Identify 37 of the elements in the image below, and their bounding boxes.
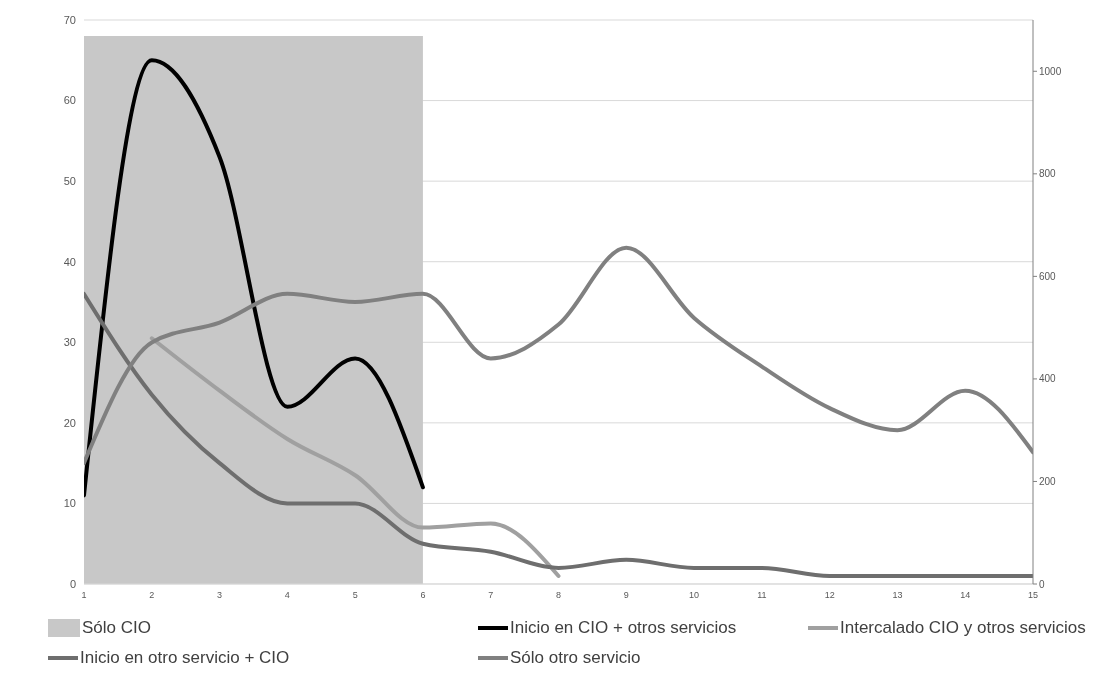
y2-tick-label: 1000 [1039, 65, 1062, 77]
y-tick-label: 10 [63, 497, 76, 510]
legend-label: Sólo CIO [82, 618, 151, 638]
y2-tick-label: 600 [1039, 270, 1057, 282]
x-tick-label: 15 [1027, 590, 1039, 601]
x-tick-label: 10 [689, 590, 700, 601]
x-tick-label: 13 [892, 590, 903, 601]
x-tick-label: 14 [960, 590, 971, 601]
y-tick-label: 0 [69, 577, 76, 590]
y-tick-label: 40 [63, 255, 76, 268]
x-tick-label: 7 [488, 590, 494, 601]
legend-label: Intercalado CIO y otros servicios [840, 618, 1086, 638]
x-tick-label: 12 [824, 590, 835, 601]
line-series [84, 58, 425, 498]
y-tick-label: 20 [63, 416, 76, 429]
line-series [149, 336, 561, 578]
legend-label: Sólo otro servicio [510, 648, 641, 668]
x-tick-label: 6 [420, 590, 426, 601]
legend-label: Inicio en otro servicio + CIO [80, 648, 290, 668]
x-tick-label: 5 [352, 590, 358, 601]
y2-tick-label: 800 [1039, 168, 1057, 180]
line-series [84, 291, 1033, 578]
y2-tick-label: 0 [1039, 578, 1045, 590]
y2-tick-label: 200 [1039, 476, 1057, 487]
x-tick-label: 3 [217, 590, 223, 601]
x-tick-label: 9 [623, 590, 629, 601]
x-tick-label: 1 [81, 590, 87, 601]
y-tick-label: 30 [63, 336, 76, 349]
y-tick-label: 70 [63, 13, 76, 26]
legend-label: Inicio en CIO + otros servicios [510, 618, 737, 638]
y-tick-label: 60 [63, 94, 76, 107]
x-tick-label: 4 [284, 590, 290, 601]
x-tick-label: 8 [555, 590, 562, 601]
y-tick-label: 50 [63, 175, 76, 188]
x-tick-label: 2 [149, 590, 155, 601]
y2-tick-label: 400 [1039, 373, 1057, 385]
x-tick-label: 11 [757, 590, 767, 601]
